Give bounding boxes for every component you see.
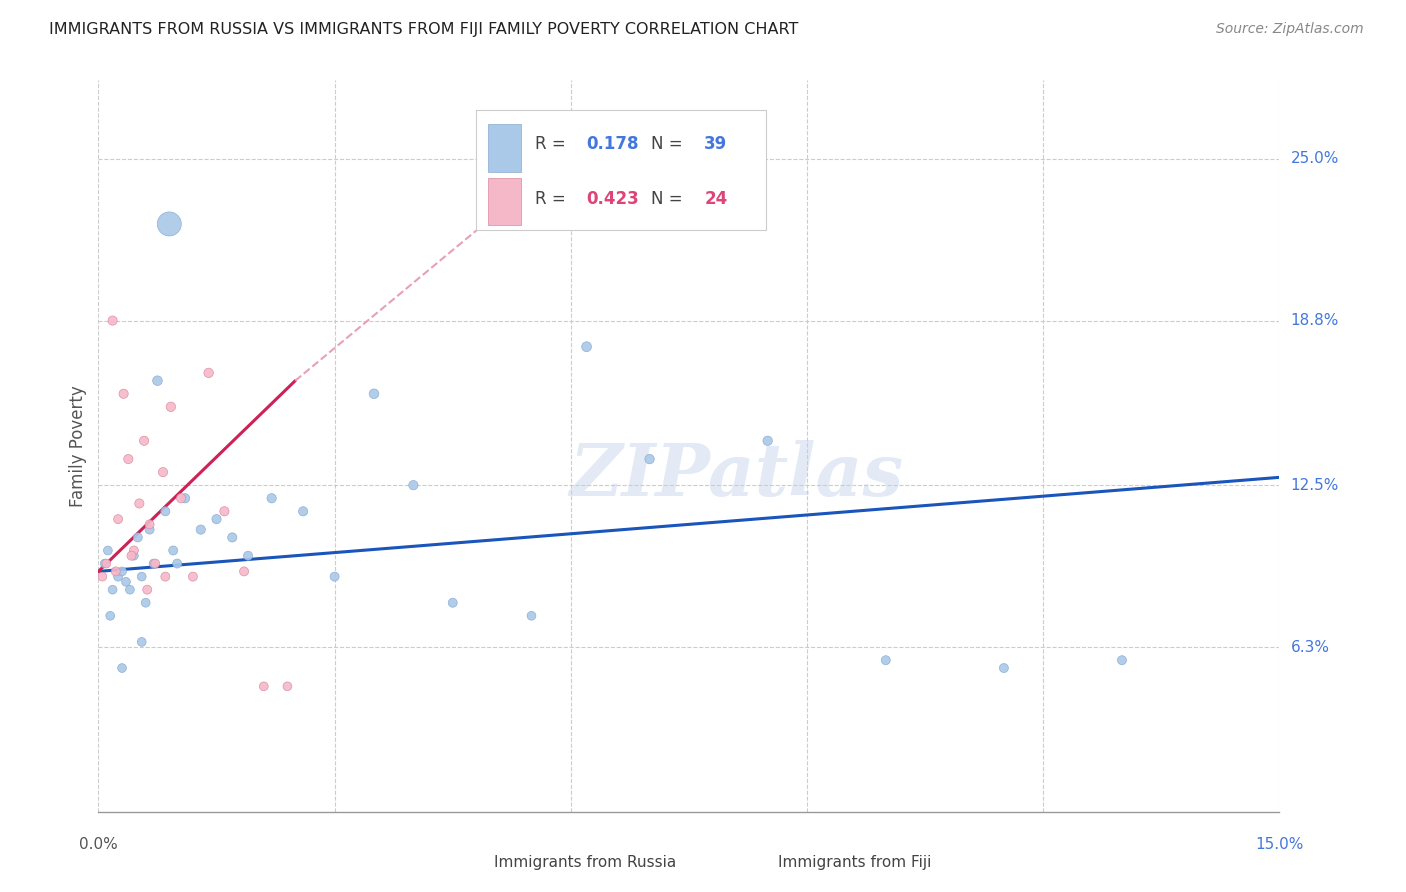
Point (112, 386, 135, 401)
Point (162, 543, 184, 558)
Text: 6.3%: 6.3% (1291, 640, 1330, 655)
Text: 18.8%: 18.8% (1291, 313, 1339, 328)
Text: 0.0%: 0.0% (79, 837, 118, 852)
Point (138, 523, 160, 537)
Point (170, 491, 193, 506)
Text: 0.423: 0.423 (586, 190, 638, 208)
Point (118, 582, 141, 597)
Point (155, 504, 177, 518)
Point (111, 661, 134, 675)
Point (101, 313, 124, 327)
Point (97, 543, 120, 558)
Point (128, 496, 150, 510)
FancyBboxPatch shape (730, 846, 768, 878)
FancyBboxPatch shape (447, 846, 485, 878)
Text: Immigrants from Fiji: Immigrants from Fiji (778, 855, 931, 871)
Point (174, 491, 197, 506)
Point (135, 596, 157, 610)
Point (152, 465, 174, 479)
Point (1111, 653, 1133, 667)
Point (157, 217, 180, 231)
Point (276, 679, 298, 693)
Text: ZIPatlas: ZIPatlas (569, 440, 903, 511)
Text: R =: R = (536, 135, 571, 153)
Point (441, 596, 464, 610)
Point (93, 557, 115, 571)
Point (160, 400, 183, 414)
Text: R =: R = (536, 190, 571, 208)
Point (181, 569, 204, 583)
Point (214, 504, 236, 518)
Text: IMMIGRANTS FROM RUSSIA VS IMMIGRANTS FROM FIJI FAMILY POVERTY CORRELATION CHART: IMMIGRANTS FROM RUSSIA VS IMMIGRANTS FRO… (49, 22, 799, 37)
Point (875, 653, 897, 667)
Text: 15.0%: 15.0% (1256, 837, 1303, 852)
Point (98, 608, 121, 623)
Point (166, 557, 188, 571)
Text: Source: ZipAtlas.com: Source: ZipAtlas.com (1216, 22, 1364, 37)
Text: N =: N = (651, 135, 688, 153)
Point (107, 569, 129, 583)
Point (146, 374, 169, 388)
Text: Immigrants from Russia: Immigrants from Russia (494, 855, 676, 871)
Point (138, 517, 160, 532)
Point (131, 569, 153, 583)
Point (121, 549, 143, 563)
Point (221, 530, 243, 544)
Text: 12.5%: 12.5% (1291, 478, 1339, 492)
Point (122, 543, 145, 558)
Point (142, 557, 165, 571)
FancyBboxPatch shape (477, 110, 766, 230)
Text: 25.0%: 25.0% (1291, 151, 1339, 166)
Text: N =: N = (651, 190, 688, 208)
Point (136, 582, 159, 597)
Point (131, 635, 153, 649)
Point (402, 478, 425, 492)
FancyBboxPatch shape (488, 178, 522, 225)
Point (91, 569, 114, 583)
Text: 0.178: 0.178 (586, 135, 638, 153)
Point (107, 512, 129, 526)
Point (260, 491, 283, 506)
Text: 39: 39 (704, 135, 727, 153)
Point (363, 386, 385, 401)
FancyBboxPatch shape (488, 124, 522, 171)
Point (197, 366, 219, 380)
Point (575, 340, 598, 354)
Point (253, 679, 276, 693)
Point (104, 565, 127, 579)
Point (143, 557, 166, 571)
Point (155, 569, 177, 583)
Point (96, 557, 118, 571)
Point (638, 452, 661, 467)
Point (756, 434, 779, 448)
Point (993, 661, 1015, 675)
Point (122, 549, 145, 563)
Point (101, 582, 124, 597)
Point (233, 565, 256, 579)
Point (292, 504, 315, 518)
Point (323, 569, 346, 583)
Point (190, 523, 212, 537)
Point (520, 608, 543, 623)
Point (115, 574, 138, 589)
Point (127, 530, 149, 544)
Text: 24: 24 (704, 190, 727, 208)
Point (132, 434, 155, 448)
Point (205, 512, 228, 526)
Y-axis label: Family Poverty: Family Poverty (69, 385, 87, 507)
Point (111, 565, 134, 579)
Point (117, 452, 139, 467)
Point (236, 549, 259, 563)
